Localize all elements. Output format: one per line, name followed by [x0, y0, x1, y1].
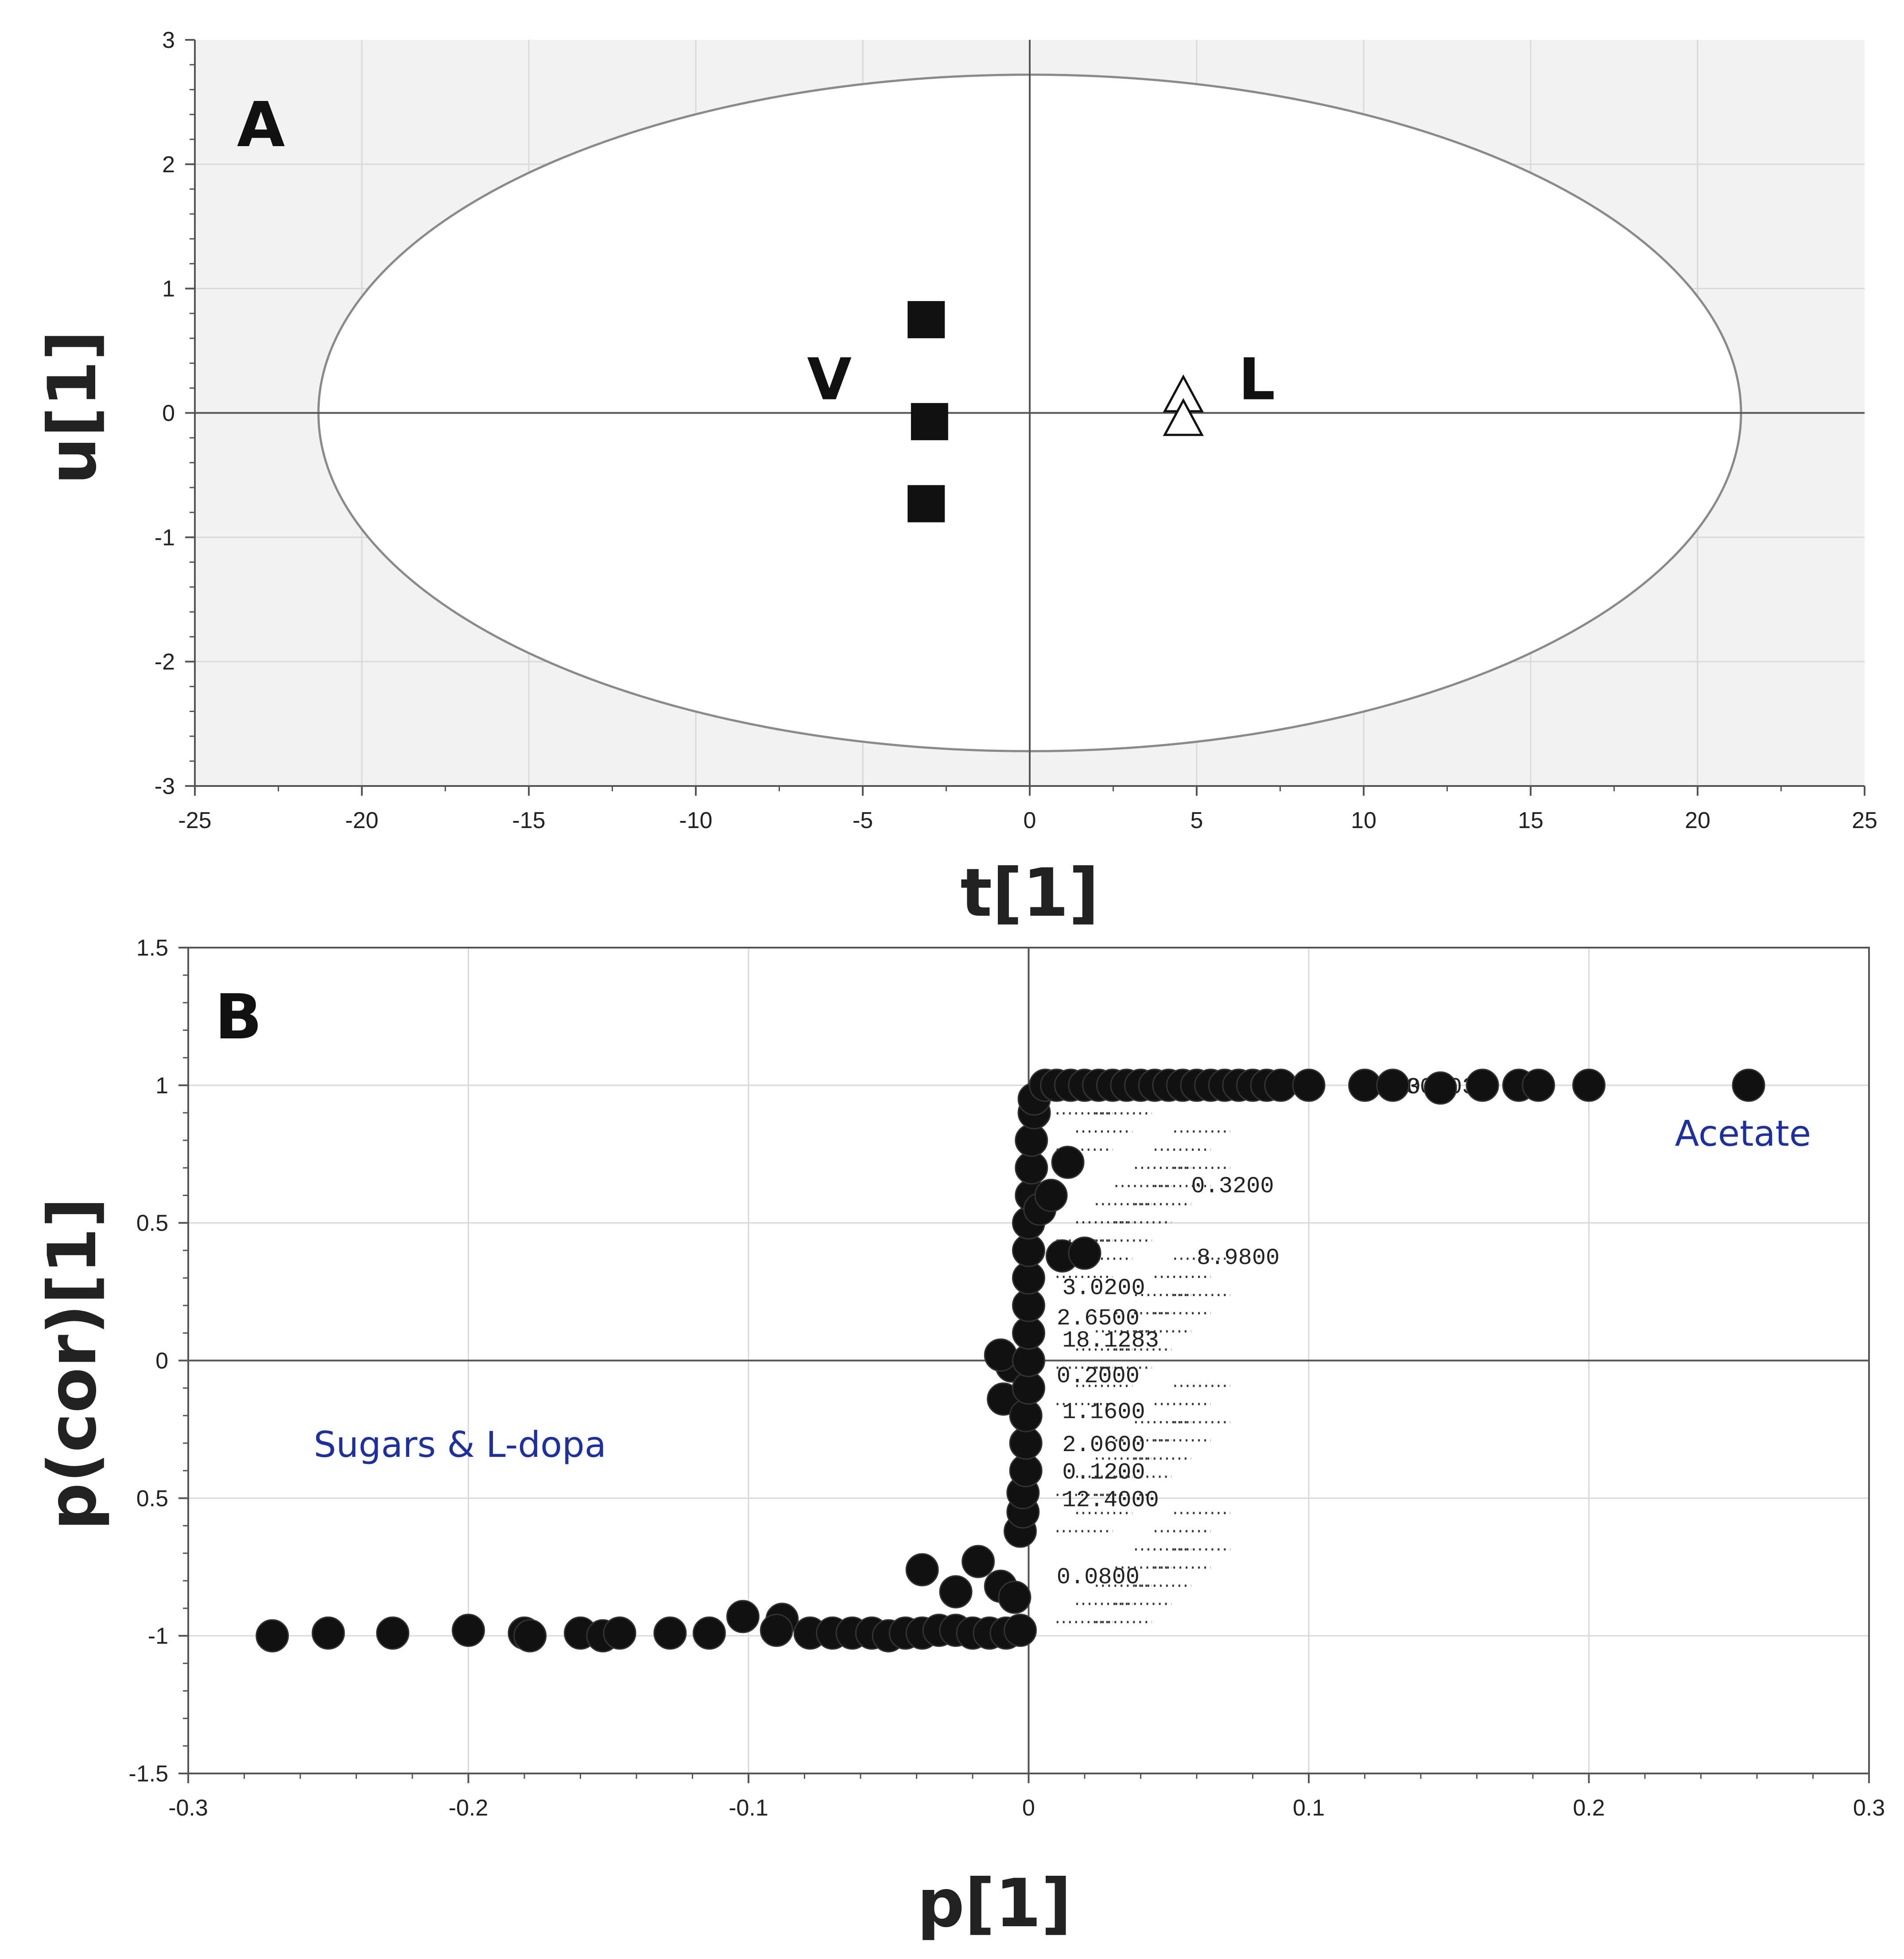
x-tick-label: -10 — [679, 808, 712, 833]
variable-label: 2.0600 — [1062, 1432, 1145, 1458]
x-tick-label: 0.3 — [1853, 1795, 1885, 1821]
variable-label: 8.9800 — [1197, 1245, 1280, 1271]
variable-point — [726, 1600, 760, 1634]
variable-point — [1264, 1069, 1298, 1102]
panel-label-a: A — [237, 89, 285, 161]
variable-point — [1068, 1236, 1101, 1270]
x-tick-label: 0 — [1022, 1795, 1035, 1821]
variable-point — [1522, 1069, 1555, 1102]
y-tick-label: 3 — [162, 27, 175, 53]
variable-point — [1015, 1123, 1048, 1157]
variable-point — [513, 1619, 547, 1653]
group-label-v: V — [807, 346, 852, 413]
y-axis-title-b: p(cor)[1] — [34, 1197, 111, 1530]
panel-label-b: B — [215, 981, 262, 1053]
variable-point — [1009, 1399, 1043, 1432]
variable-point — [1423, 1071, 1457, 1105]
x-tick-label: 25 — [1852, 808, 1877, 833]
variable-point — [256, 1619, 289, 1653]
variable-label: 12.4000 — [1062, 1487, 1159, 1513]
y-tick-label: 0 — [155, 1348, 168, 1374]
x-tick-label: 0 — [1024, 808, 1036, 833]
variable-point — [1292, 1069, 1326, 1102]
variable-point — [692, 1616, 726, 1650]
variable-label: 1.1600 — [1062, 1399, 1145, 1425]
variable-point — [1348, 1069, 1381, 1102]
x-tick-label: -20 — [345, 808, 378, 833]
x-tick-label: 20 — [1685, 808, 1710, 833]
variable-label: 2.6500 — [1057, 1305, 1140, 1332]
x-tick-label: -0.3 — [168, 1795, 208, 1821]
x-axis-title-b: p[1] — [917, 1865, 1072, 1942]
y-tick-label: 0.5 — [136, 1486, 168, 1511]
variable-point — [1376, 1069, 1410, 1102]
variable-label: 0.0800 — [1057, 1564, 1140, 1590]
y-tick-label: -1 — [155, 525, 175, 550]
variable-point — [1732, 1069, 1765, 1102]
y-tick-label: -1.5 — [128, 1761, 168, 1787]
v-sample-marker — [907, 301, 945, 338]
annotation-acetate: Acetate — [1675, 1113, 1811, 1154]
y-tick-label: 1.5 — [136, 935, 168, 961]
x-tick-label: -5 — [853, 808, 873, 833]
variable-point — [905, 1553, 939, 1587]
x-tick-label: -15 — [512, 808, 545, 833]
y-tick-label: 0.5 — [136, 1211, 168, 1236]
variable-point — [452, 1614, 485, 1647]
panel-b-loading-plot: -0.3 -0.2 -0.1 0 0.1 0.2 0.3-1.5-10.500.511.5 … — [34, 935, 1885, 1942]
y-tick-label: 1 — [155, 1073, 168, 1099]
plot-b-annotations: Acetate Sugars & L-dopa — [314, 1113, 1811, 1465]
x-tick-label: 10 — [1351, 808, 1377, 833]
x-tick-label: -25 — [178, 808, 211, 833]
v-sample-marker — [907, 485, 945, 523]
variable-point — [376, 1616, 410, 1650]
y-tick-label: 1 — [162, 276, 175, 302]
y-axis-title-a: u[1] — [34, 330, 111, 484]
x-tick-label: 0.1 — [1293, 1795, 1325, 1821]
variable-point — [1051, 1146, 1085, 1179]
y-tick-label: -1 — [148, 1623, 168, 1649]
variable-point — [760, 1614, 793, 1647]
annotation-sugars-ldopa: Sugars & L-dopa — [314, 1424, 606, 1465]
y-tick-label: -3 — [155, 774, 175, 799]
plot-b-points — [256, 1069, 1765, 1653]
x-axis-title-a: t[1] — [960, 855, 1099, 932]
y-tick-label: 0 — [162, 401, 175, 426]
variable-point — [311, 1616, 345, 1650]
x-tick-label: 5 — [1190, 808, 1203, 833]
variable-label: 0.1200 — [1062, 1460, 1145, 1486]
variable-point — [998, 1580, 1031, 1614]
variable-point — [939, 1575, 973, 1609]
variable-label: 0.3200 — [1191, 1173, 1274, 1200]
variable-point — [984, 1338, 1017, 1372]
variable-point — [962, 1545, 995, 1578]
variable-point — [1034, 1179, 1068, 1212]
l-sample-marker — [1163, 398, 1204, 436]
variable-point — [653, 1616, 687, 1650]
v-sample-marker — [911, 403, 948, 441]
y-tick-label: -2 — [155, 649, 175, 675]
variable-point — [603, 1616, 636, 1650]
x-tick-label: -0.1 — [729, 1795, 768, 1821]
group-label-l: L — [1238, 346, 1275, 413]
plot-b-ticks: -0.3 -0.2 -0.1 0 0.1 0.2 0.3 -1.5 -1 0.5 0 0.5 1 1.5 — [128, 935, 1885, 1821]
x-tick-label: 0.2 — [1573, 1795, 1605, 1821]
x-tick-label: -0.2 — [449, 1795, 489, 1821]
y-tick-label: 2 — [162, 152, 175, 178]
x-tick-label: 15 — [1518, 808, 1543, 833]
variable-label: 3.0200 — [1062, 1275, 1145, 1301]
plot-a-points — [907, 301, 1204, 523]
variable-point — [1572, 1069, 1605, 1102]
variable-point — [1004, 1614, 1037, 1647]
variable-point — [1466, 1069, 1499, 1102]
